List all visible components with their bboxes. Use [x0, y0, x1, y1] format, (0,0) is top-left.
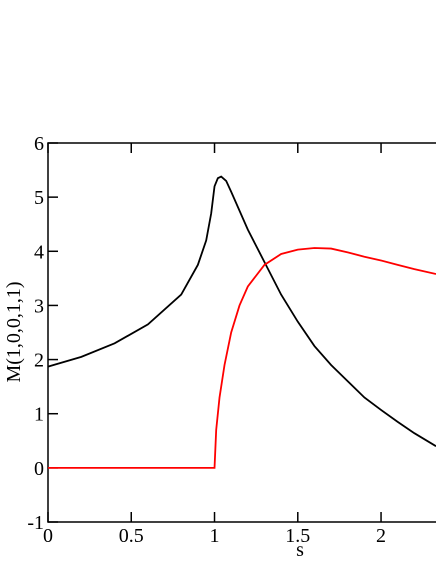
plot-frame — [47, 142, 436, 523]
y-tick-label: 1 — [34, 404, 44, 426]
y-tick-label: 3 — [34, 295, 44, 317]
x-axis-label: s — [296, 539, 304, 561]
y-tick-label: 5 — [34, 187, 44, 209]
line-series — [47, 175, 436, 447]
x-tick-label: 0.5 — [119, 525, 144, 547]
y-tick-label: 2 — [34, 350, 44, 372]
y-axis-label: M(1,0,0,1,1) — [3, 281, 25, 382]
y-tick-label: 4 — [34, 241, 44, 263]
x-tick-label: 2 — [376, 525, 386, 547]
x-tick-label: 0 — [43, 525, 53, 547]
x-tick-label: 1 — [210, 525, 220, 547]
line-series — [48, 247, 436, 469]
y-tick-label: 0 — [34, 458, 44, 480]
y-tick-label: -1 — [27, 512, 44, 534]
x-tick-label: 1.5 — [285, 525, 310, 547]
y-tick-label: 6 — [34, 133, 44, 155]
